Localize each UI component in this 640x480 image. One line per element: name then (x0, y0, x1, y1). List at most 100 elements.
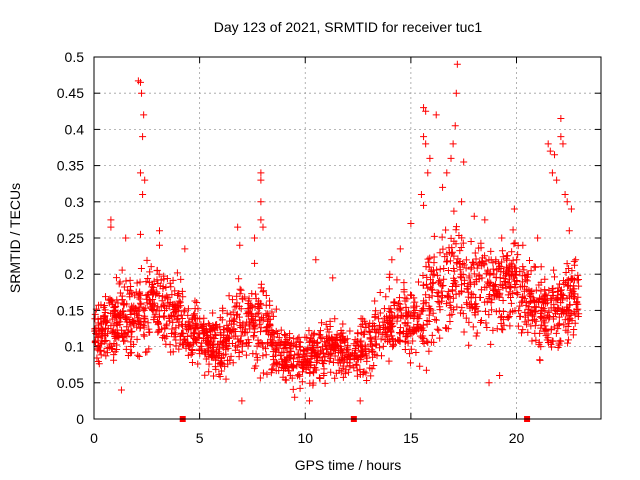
data-point (435, 326, 443, 334)
y-tick-label: 0.25 (57, 230, 84, 246)
data-point (490, 287, 498, 295)
data-point (101, 312, 109, 320)
data-point (499, 253, 507, 261)
data-point (420, 104, 428, 112)
data-point (350, 340, 358, 348)
data-point (452, 290, 460, 298)
data-point (119, 337, 127, 345)
data-point (469, 323, 477, 331)
data-point (267, 340, 275, 348)
data-point (327, 368, 335, 376)
data-point (536, 295, 544, 303)
data-point (565, 227, 573, 235)
data-point (527, 267, 535, 275)
data-point (251, 259, 259, 267)
data-point (183, 332, 191, 340)
data-point (499, 326, 507, 334)
data-point (395, 300, 403, 308)
data-point (557, 133, 565, 141)
data-point (338, 354, 346, 362)
data-point (516, 302, 524, 310)
data-point (318, 343, 326, 351)
data-point (457, 309, 465, 317)
data-point (485, 311, 493, 319)
data-point (424, 284, 432, 292)
data-point (111, 328, 119, 336)
data-point (564, 336, 572, 344)
data-point (428, 292, 436, 300)
data-point (555, 313, 563, 321)
data-point (149, 296, 157, 304)
data-point (305, 397, 313, 405)
data-point (194, 305, 202, 313)
data-point (236, 241, 244, 249)
data-point (155, 241, 163, 249)
data-point (532, 286, 540, 294)
x-tick-label: 0 (90, 430, 98, 446)
data-point (422, 107, 430, 115)
data-point (346, 362, 354, 370)
data-point (376, 344, 384, 352)
data-point (420, 201, 428, 209)
data-point (191, 335, 199, 343)
data-point (263, 370, 271, 378)
data-point (460, 261, 468, 269)
data-point (114, 299, 122, 307)
data-point (167, 329, 175, 337)
data-point (502, 263, 510, 271)
data-point (178, 330, 186, 338)
y-tick-label: 0.45 (57, 85, 84, 101)
data-point (113, 321, 121, 329)
data-point (217, 331, 225, 339)
data-point (110, 320, 118, 328)
data-point (172, 336, 180, 344)
data-point (216, 373, 224, 381)
data-point (110, 339, 118, 347)
data-point (504, 314, 512, 322)
data-point (189, 314, 197, 322)
data-point (523, 320, 531, 328)
data-point (236, 290, 244, 298)
data-point (190, 338, 198, 346)
data-point (387, 326, 395, 334)
data-point (534, 234, 542, 242)
data-point (366, 334, 374, 342)
data-point (450, 237, 458, 245)
data-point (472, 276, 480, 284)
data-point (514, 290, 522, 298)
data-point (471, 311, 479, 319)
data-point (498, 247, 506, 255)
data-point (452, 281, 460, 289)
data-point (230, 317, 238, 325)
data-point (565, 311, 573, 319)
data-point (451, 122, 459, 130)
data-point (305, 338, 313, 346)
data-point (463, 285, 471, 293)
data-point (546, 147, 554, 155)
data-point (268, 308, 276, 316)
data-point (565, 265, 573, 273)
data-point (235, 348, 243, 356)
data-point (257, 324, 265, 332)
data-point (140, 332, 148, 340)
data-point (272, 358, 280, 366)
data-point (419, 326, 427, 334)
data-point (183, 325, 191, 333)
data-point (531, 316, 539, 324)
data-point (146, 300, 154, 308)
data-point (477, 318, 485, 326)
data-point (332, 369, 340, 377)
data-point (498, 312, 506, 320)
data-point (549, 285, 557, 293)
data-point (328, 340, 336, 348)
data-point (141, 176, 149, 184)
data-point (475, 275, 483, 283)
data-point (175, 345, 183, 353)
data-point (490, 270, 498, 278)
data-point (256, 299, 264, 307)
data-point (377, 335, 385, 343)
data-point (483, 324, 491, 332)
data-point (554, 325, 562, 333)
data-point (242, 339, 250, 347)
data-point (379, 342, 387, 350)
